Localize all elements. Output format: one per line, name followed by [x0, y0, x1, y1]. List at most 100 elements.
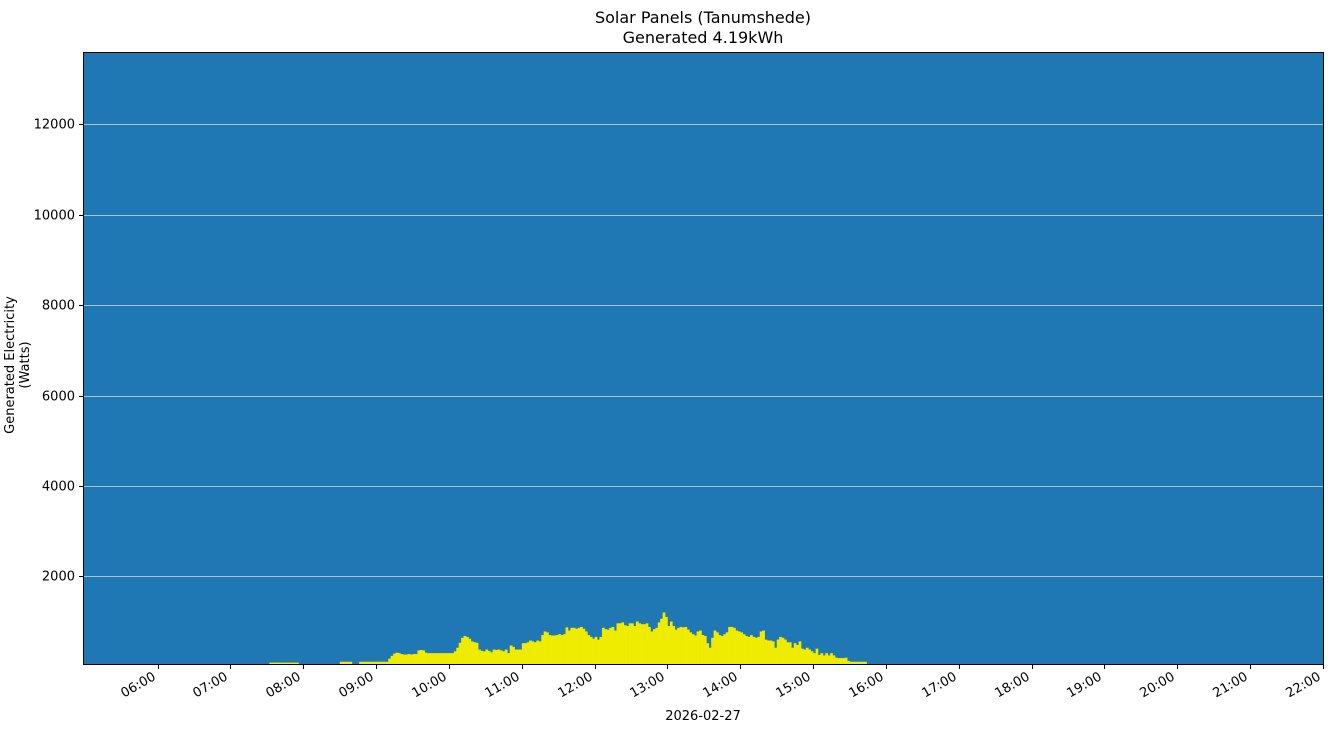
bar	[495, 649, 498, 664]
x-tick-label: 14:00	[701, 669, 741, 701]
bar	[432, 653, 435, 664]
bar	[558, 634, 561, 664]
bar	[827, 655, 831, 664]
bar	[415, 654, 418, 664]
bar	[839, 658, 843, 664]
bar	[497, 649, 501, 664]
bar	[276, 662, 280, 664]
bar	[815, 648, 819, 664]
bar	[864, 661, 867, 664]
x-tick-label: 07:00	[191, 669, 231, 701]
bar	[407, 654, 411, 664]
bar	[512, 646, 515, 664]
x-tick-label: 06:00	[119, 669, 159, 701]
bar	[682, 627, 685, 664]
bar	[604, 629, 608, 664]
plot-background	[83, 52, 1323, 664]
bar	[660, 618, 663, 664]
bar	[769, 640, 773, 664]
bar	[847, 660, 850, 664]
bar	[730, 626, 734, 664]
bar	[536, 640, 540, 664]
bar	[784, 639, 787, 664]
plot-frame	[83, 52, 1324, 665]
bar	[711, 637, 714, 664]
bar	[694, 635, 697, 664]
bar	[677, 627, 680, 664]
bar	[689, 632, 693, 664]
bar	[842, 658, 846, 664]
bar	[580, 626, 583, 664]
bar	[269, 662, 273, 664]
bar	[587, 635, 591, 664]
bar	[801, 648, 804, 664]
bar	[614, 630, 617, 664]
bar	[750, 635, 753, 664]
bar	[439, 653, 443, 664]
bar	[400, 654, 404, 664]
bar	[776, 639, 780, 664]
chart-title: Solar Panels (Tanumshede)	[594, 8, 812, 27]
y-tick-label: 10000	[34, 209, 75, 224]
bar	[548, 635, 552, 664]
bar	[281, 662, 285, 664]
bar	[492, 649, 496, 664]
bar	[444, 653, 447, 664]
x-tick-label: 20:00	[1138, 669, 1178, 701]
bar	[720, 635, 724, 664]
bar	[822, 655, 826, 664]
bar	[283, 662, 287, 664]
bar	[723, 634, 727, 664]
bar	[429, 653, 433, 664]
bar	[475, 642, 479, 664]
bar	[752, 636, 756, 664]
bar	[543, 631, 547, 664]
bar	[601, 627, 605, 664]
bar	[813, 653, 816, 664]
bar	[378, 661, 382, 664]
bar	[393, 653, 396, 664]
bar	[441, 653, 445, 664]
bar	[419, 649, 423, 664]
bar	[808, 649, 812, 664]
bar-series	[269, 612, 867, 664]
bar	[696, 631, 700, 664]
bar	[453, 651, 457, 664]
chart-subtitle: Generated 4.19kWh	[622, 28, 784, 47]
bar	[745, 635, 748, 664]
bar	[560, 635, 564, 664]
bar	[572, 627, 576, 664]
bar	[742, 634, 746, 664]
bar	[458, 642, 462, 664]
bar	[764, 639, 768, 664]
bar	[422, 650, 426, 664]
bar	[436, 653, 440, 664]
bar	[514, 649, 518, 664]
bar	[592, 638, 595, 664]
bar	[798, 641, 802, 664]
bar	[565, 627, 569, 664]
bar	[390, 655, 394, 664]
bar	[684, 626, 688, 664]
bar	[737, 631, 741, 664]
y-tick-label: 2000	[42, 570, 75, 585]
bar	[546, 632, 549, 664]
bar	[599, 636, 603, 664]
bar	[533, 642, 537, 664]
bar	[405, 654, 409, 664]
bar	[793, 643, 797, 664]
bar	[667, 626, 671, 664]
bar	[541, 635, 544, 664]
bar	[767, 640, 770, 664]
bar	[832, 655, 836, 664]
bar	[553, 635, 557, 664]
bar	[504, 649, 508, 664]
bar	[611, 626, 615, 664]
bar	[633, 626, 637, 664]
bar	[371, 661, 375, 664]
bar	[859, 661, 863, 664]
bar	[686, 629, 690, 664]
bar	[648, 626, 651, 664]
bar	[427, 653, 430, 664]
